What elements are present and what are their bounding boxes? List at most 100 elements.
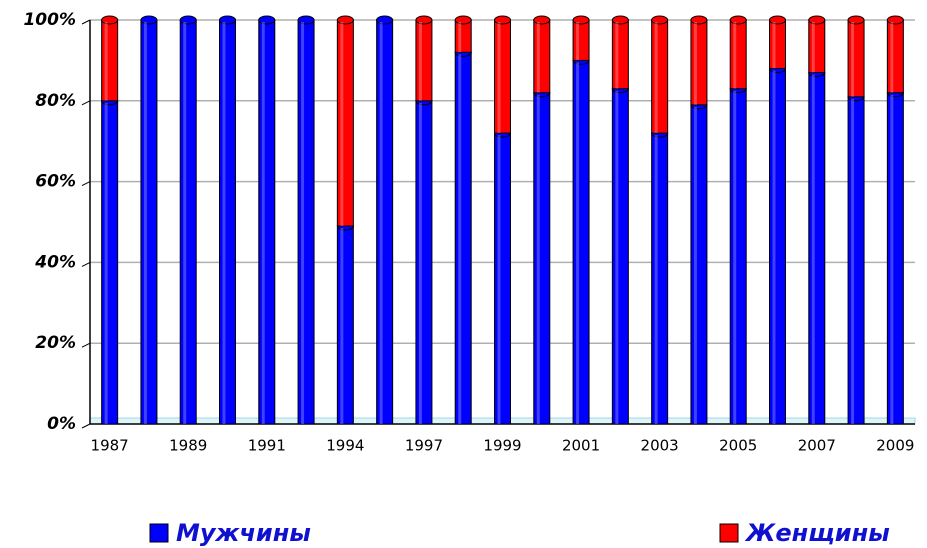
y-tick xyxy=(81,342,91,348)
bar-shine xyxy=(851,98,855,424)
bar-shine xyxy=(340,22,344,227)
bar-cap xyxy=(690,15,708,25)
bar-shine xyxy=(222,22,226,424)
bar-segment xyxy=(690,104,708,425)
x-tick-label: 1999 xyxy=(483,437,521,455)
y-tick-label: 80% xyxy=(35,91,76,111)
bar-segment xyxy=(101,19,119,102)
bar-segment xyxy=(769,19,786,69)
bar-cap xyxy=(258,15,276,25)
y-tick-label: 60% xyxy=(35,172,76,192)
bar-segment xyxy=(611,88,629,425)
bar-segment xyxy=(179,19,197,425)
bar-segment xyxy=(297,19,315,425)
legend-swatch xyxy=(149,523,169,543)
bar-cap xyxy=(808,15,826,25)
bar-cap xyxy=(847,15,865,25)
bar-segment xyxy=(454,51,472,425)
bar-segment xyxy=(886,19,904,94)
bar-segment xyxy=(886,92,904,425)
bar-segment xyxy=(690,19,708,106)
bar-segment xyxy=(494,132,511,425)
x-tick-label: 1994 xyxy=(326,437,364,455)
x-tick-label: 2001 xyxy=(562,437,600,455)
bar-shine xyxy=(851,22,855,97)
bar-shine xyxy=(143,22,147,424)
bar-shine xyxy=(890,94,894,424)
bar-segment xyxy=(769,67,786,425)
x-tick-label: 1989 xyxy=(169,437,207,455)
legend-swatch xyxy=(719,523,739,543)
x-tick-label: 1987 xyxy=(91,437,129,455)
bar-segment xyxy=(808,19,826,74)
bar-segment xyxy=(258,19,276,425)
bar-segment xyxy=(336,19,354,227)
bar-shine xyxy=(772,22,776,69)
bar-shine xyxy=(536,94,540,424)
bar-segment xyxy=(572,19,590,61)
bar-shine xyxy=(654,135,658,424)
bar-cap xyxy=(611,15,629,25)
bar-segment xyxy=(494,19,511,134)
bar-cap xyxy=(179,15,197,25)
bar-segment xyxy=(847,19,865,98)
bar-segment xyxy=(808,72,826,425)
bar-shine xyxy=(693,106,697,424)
bar-shine xyxy=(104,102,108,425)
bar-segment xyxy=(140,19,158,425)
bar-shine xyxy=(615,90,619,425)
bar-shine xyxy=(418,22,422,101)
bar-segment xyxy=(533,19,551,94)
bar-shine xyxy=(418,102,422,425)
y-tick xyxy=(81,423,91,429)
bar-shine xyxy=(458,54,462,424)
legend-label: Мужчины xyxy=(176,519,311,547)
bar-segment xyxy=(651,132,669,425)
bar-cap xyxy=(886,15,904,25)
y-tick-label: 40% xyxy=(34,252,76,272)
bar-shine xyxy=(340,228,344,424)
x-tick-label: 2009 xyxy=(876,437,914,455)
bar-segment xyxy=(572,59,590,425)
bar-shine xyxy=(654,22,658,134)
bar-segment xyxy=(454,19,472,53)
bar-shine xyxy=(301,22,305,424)
bar-shine xyxy=(576,62,580,425)
bar-cap xyxy=(219,15,236,25)
bar-shine xyxy=(458,22,462,53)
bar-cap xyxy=(415,15,433,25)
bar-shine xyxy=(811,22,815,73)
y-tick xyxy=(81,261,91,267)
bar-shine xyxy=(811,74,815,425)
y-tick xyxy=(81,19,91,25)
bar-shine xyxy=(693,22,697,105)
bar-shine xyxy=(890,22,894,93)
bar-segment xyxy=(729,88,747,425)
bar-shine xyxy=(379,22,383,424)
bar-segment xyxy=(533,92,551,425)
y-tick-label: 20% xyxy=(35,333,76,353)
bar-cap xyxy=(101,15,119,25)
y-tick-label: 0% xyxy=(47,414,76,434)
bar-shine xyxy=(615,22,619,89)
y-tick xyxy=(81,181,91,187)
bar-segment xyxy=(376,19,394,425)
bar-segment xyxy=(729,19,747,90)
bar-cap xyxy=(729,15,747,25)
x-tick-label: 1997 xyxy=(405,437,443,455)
bar-segment xyxy=(847,96,865,425)
bar-cap xyxy=(572,15,590,25)
bar-shine xyxy=(772,70,776,424)
bar-cap xyxy=(651,15,669,25)
bar-segment xyxy=(336,225,354,425)
bar-segment xyxy=(611,19,629,90)
bar-shine xyxy=(183,22,187,424)
bar-shine xyxy=(733,90,737,425)
bar-shine xyxy=(536,22,540,93)
bar-cap xyxy=(769,15,786,25)
bar-cap xyxy=(533,15,551,25)
bar-shine xyxy=(733,22,737,89)
bar-cap xyxy=(336,15,354,25)
bar-segment xyxy=(101,100,119,425)
